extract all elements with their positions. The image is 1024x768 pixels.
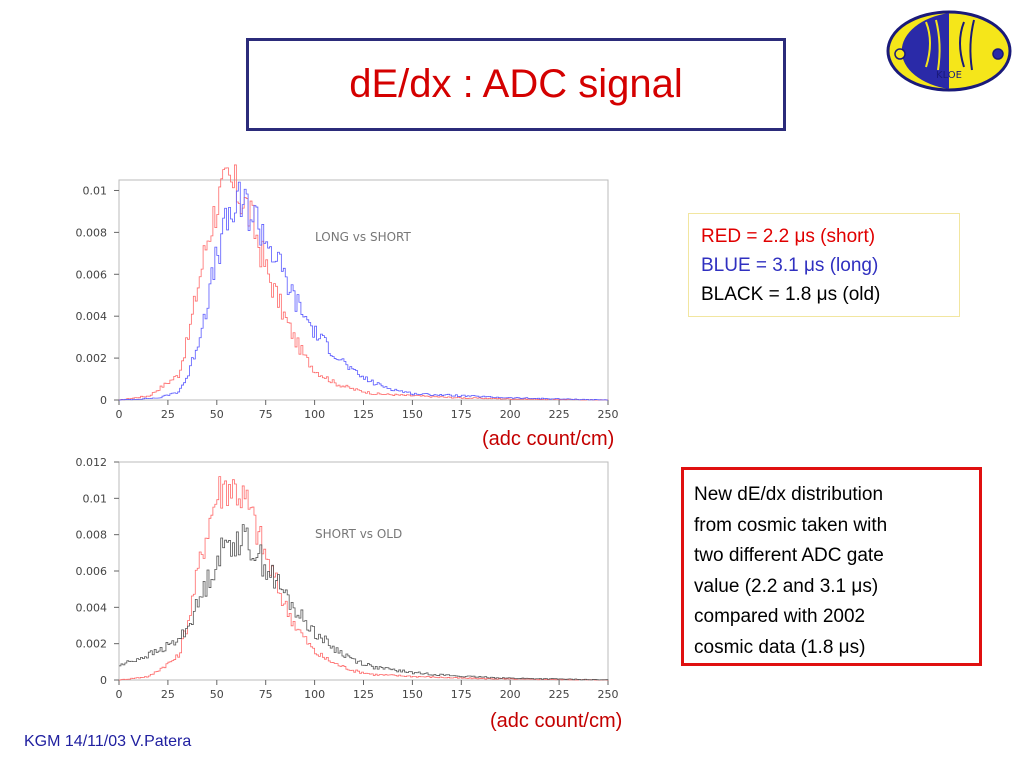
x-tick-label: 125: [353, 688, 374, 701]
y-tick-label: 0.002: [76, 638, 108, 651]
chart-annotation: LONG vs SHORT: [315, 230, 412, 244]
y-tick-label: 0.006: [76, 565, 108, 578]
x-tick-label: 200: [500, 688, 521, 701]
x-tick-label: 75: [259, 688, 273, 701]
note-line: compared with 2002: [694, 606, 866, 627]
series-line-red: [119, 476, 609, 681]
x-tick-label: 100: [304, 408, 325, 421]
y-tick-label: 0.01: [83, 184, 108, 197]
x-tick-label: 225: [549, 408, 570, 421]
bottom-chart-xlabel: (adc count/cm): [490, 710, 623, 732]
x-tick-label: 25: [161, 688, 175, 701]
x-tick-label: 150: [402, 688, 423, 701]
legend-blue: BLUE = 3.1 μs (long): [701, 255, 879, 276]
x-tick-label: 175: [451, 688, 472, 701]
note-box: New dE/dx distribution from cosmic taken…: [681, 467, 982, 666]
legend-black: BLACK = 1.8 μs (old): [701, 284, 881, 305]
y-tick-label: 0.002: [76, 352, 108, 365]
note-line: New dE/dx distribution: [694, 484, 884, 505]
x-tick-label: 175: [451, 408, 472, 421]
x-tick-label: 250: [598, 408, 619, 421]
top-chart-xlabel: (adc count/cm): [482, 428, 615, 450]
x-tick-label: 150: [402, 408, 423, 421]
series-line-red: [119, 164, 609, 401]
x-tick-label: 100: [304, 688, 325, 701]
y-tick-label: 0.008: [76, 226, 108, 239]
note-line: from cosmic taken with: [694, 514, 888, 536]
chart-long-vs-short: 0 0.002 0.004 0.006 0.008 0.01 0 25 50 75 100 125 15…: [76, 164, 619, 421]
color-legend: RED = 2.2 μs (short) BLUE = 3.1 μs (long…: [688, 213, 960, 317]
x-tick-label: 0: [116, 408, 123, 421]
y-tick-label: 0.01: [83, 492, 108, 505]
x-tick-label: 0: [116, 688, 123, 701]
chart-short-vs-old: 0 0.002 0.004 0.006 0.008 0.01 0.012 0 25 50 75 100…: [76, 456, 619, 701]
y-tick-label: 0.008: [76, 529, 108, 542]
x-tick-label: 250: [598, 688, 619, 701]
y-tick-label: 0: [100, 394, 107, 407]
title-box: dE/dx : ADC signal: [246, 38, 786, 131]
note-line: two different ADC gate: [694, 545, 884, 566]
series-line-black: [119, 524, 609, 681]
x-tick-label: 50: [210, 408, 224, 421]
chart-annotation: SHORT vs OLD: [315, 527, 402, 541]
x-tick-label: 25: [161, 408, 175, 421]
x-tick-label: 75: [259, 408, 273, 421]
logo-text: KLOE: [936, 70, 962, 81]
plot-frame: [118, 179, 609, 401]
series-line-blue: [119, 181, 608, 401]
x-tick-label: 225: [549, 688, 570, 701]
y-tick-label: 0.006: [76, 268, 108, 281]
x-tick-label: 125: [353, 408, 374, 421]
y-tick-label: 0.012: [76, 456, 108, 469]
slide-title: dE/dx : ADC signal: [349, 62, 683, 106]
plot-frame: [118, 461, 609, 681]
x-tick-label: 50: [210, 688, 224, 701]
note-line: value (2.2 and 3.1 μs): [694, 575, 879, 597]
y-tick-label: 0: [100, 674, 107, 687]
y-tick-label: 0.004: [76, 601, 108, 614]
kloe-logo: KLOE: [886, 10, 1012, 92]
footer-credit: KGM 14/11/03 V.Patera: [24, 733, 192, 750]
legend-red: RED = 2.2 μs (short): [701, 226, 876, 247]
y-tick-label: 0.004: [76, 310, 108, 323]
note-line: cosmic data (1.8 μs): [694, 636, 866, 658]
x-tick-label: 200: [500, 408, 521, 421]
